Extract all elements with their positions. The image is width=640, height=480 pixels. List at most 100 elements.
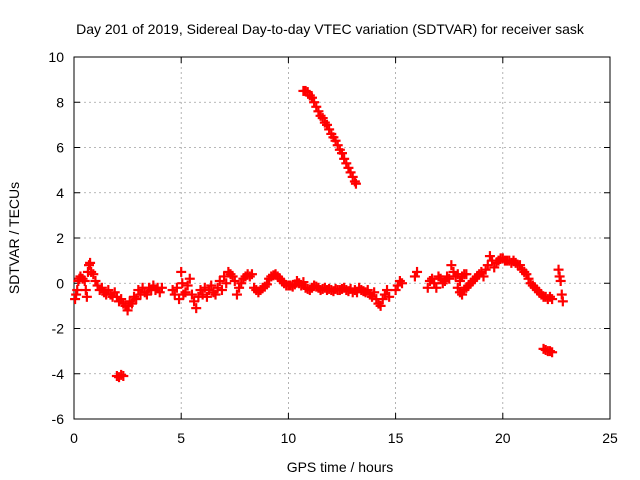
data-point <box>321 119 332 130</box>
data-point <box>330 135 341 146</box>
y-tick-label: -4 <box>52 366 65 382</box>
data-point <box>227 271 238 282</box>
data-point <box>341 158 352 169</box>
y-tick-label: 0 <box>56 275 64 291</box>
data-point <box>369 287 380 298</box>
x-tick-label: 10 <box>281 430 297 446</box>
data-point <box>444 273 455 284</box>
data-point <box>431 282 442 293</box>
data-point <box>409 271 420 282</box>
data-point <box>350 178 361 189</box>
data-point <box>343 162 354 173</box>
y-tick-label: 2 <box>56 230 64 246</box>
data-point <box>236 278 247 289</box>
data-point <box>154 287 165 298</box>
x-tick-label: 15 <box>388 430 404 446</box>
data-point <box>90 275 101 286</box>
data-point <box>103 285 114 296</box>
data-point <box>412 266 423 277</box>
x-tick-label: 0 <box>70 430 78 446</box>
data-point <box>261 279 272 290</box>
data-point <box>309 97 320 108</box>
data-point <box>210 289 221 300</box>
data-points <box>70 85 568 383</box>
data-point <box>382 285 393 296</box>
data-point <box>547 347 558 358</box>
x-tick-label: 20 <box>495 430 511 446</box>
chart-title: Day 201 of 2019, Sidereal Day-to-day VTE… <box>76 21 585 37</box>
data-point <box>313 106 324 117</box>
data-point <box>362 285 373 296</box>
data-point <box>79 275 90 286</box>
data-point <box>96 282 107 293</box>
x-tick-label: 25 <box>602 430 618 446</box>
data-point <box>521 269 532 280</box>
data-point <box>234 282 245 293</box>
data-point <box>182 280 193 291</box>
data-point <box>118 371 129 382</box>
y-tick-label: 6 <box>56 140 64 156</box>
data-point <box>81 291 92 302</box>
data-point <box>547 294 558 305</box>
data-point <box>298 277 309 288</box>
data-point <box>377 294 388 305</box>
data-point <box>429 278 440 289</box>
data-point <box>375 300 386 311</box>
data-point <box>229 275 240 286</box>
data-point <box>332 140 343 151</box>
data-point <box>116 369 127 380</box>
data-point <box>454 275 465 286</box>
data-point <box>384 291 395 302</box>
data-point <box>246 269 257 280</box>
data-point <box>177 278 188 289</box>
data-point <box>397 278 408 289</box>
data-point <box>544 346 555 357</box>
data-point <box>317 113 328 124</box>
x-tick-label: 5 <box>177 430 185 446</box>
data-point <box>88 269 99 280</box>
grid-lines <box>74 57 610 419</box>
data-point <box>339 153 350 164</box>
data-point <box>555 275 566 286</box>
data-point <box>109 287 120 298</box>
data-point <box>480 264 491 275</box>
y-tick-label: -2 <box>52 321 65 337</box>
data-point <box>306 92 317 103</box>
data-point <box>184 273 195 284</box>
data-point <box>201 291 212 302</box>
y-tick-label: 8 <box>56 94 64 110</box>
data-point <box>345 167 356 178</box>
data-point <box>422 282 433 293</box>
data-point <box>523 273 534 284</box>
data-point <box>324 124 335 135</box>
data-point <box>156 282 167 293</box>
y-tick-label: -6 <box>52 411 65 427</box>
y-axis-label: SDTVAR / TECUs <box>6 182 22 294</box>
data-point <box>347 171 358 182</box>
axis-ticks: 0 5 10 15 20 25 -6 -4 -2 0 2 4 6 8 10 <box>48 49 618 446</box>
data-point <box>206 280 217 291</box>
data-point <box>484 251 495 262</box>
data-point <box>180 287 191 298</box>
data-point <box>72 285 83 296</box>
y-tick-label: 10 <box>48 49 64 65</box>
data-point <box>231 289 242 300</box>
data-point <box>221 278 232 289</box>
y-tick-label: 4 <box>56 185 64 201</box>
data-point <box>390 285 401 296</box>
data-point <box>171 282 182 293</box>
data-point <box>85 257 96 268</box>
data-point <box>461 269 472 280</box>
data-point <box>478 271 489 282</box>
data-point <box>186 289 197 300</box>
data-point <box>116 294 127 305</box>
data-point <box>457 289 468 300</box>
data-point <box>514 260 525 271</box>
data-point <box>557 296 568 307</box>
data-point <box>337 148 347 159</box>
data-point <box>216 285 227 296</box>
data-point <box>176 266 187 277</box>
data-point <box>191 303 202 314</box>
